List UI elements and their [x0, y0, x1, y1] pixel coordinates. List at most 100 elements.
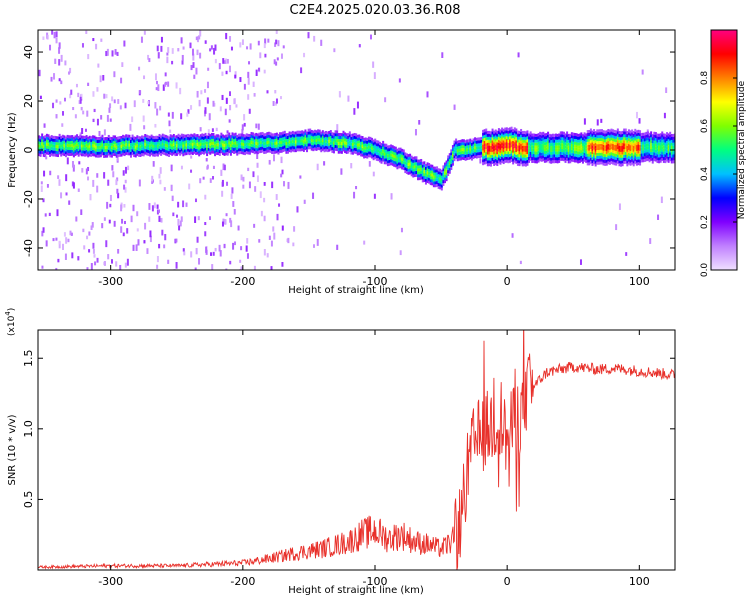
- heatmap-cell: [505, 153, 508, 157]
- heatmap-cell: [263, 139, 266, 143]
- heatmap-cell: [640, 159, 643, 163]
- heatmap-cell: [428, 163, 431, 167]
- heatmap-cell: [572, 144, 575, 148]
- heatmap-cell: [396, 166, 399, 170]
- heatmap-cell: [382, 152, 385, 156]
- heatmap-cell: [646, 134, 649, 138]
- heatmap-cell: [122, 149, 125, 153]
- heatmap-cell: [242, 184, 245, 189]
- heatmap-cell: [170, 184, 173, 192]
- heatmap-cell: [542, 149, 545, 153]
- heatmap-cell: [418, 171, 421, 175]
- heatmap-cell: [574, 133, 577, 137]
- heatmap-cell: [646, 154, 649, 158]
- heatmap-cell: [555, 151, 558, 155]
- heatmap-cell: [190, 142, 193, 146]
- heatmap-cell: [294, 149, 297, 153]
- heatmap-cell: [225, 213, 228, 217]
- heatmap-cell: [491, 128, 494, 132]
- heatmap-cell: [182, 138, 185, 142]
- heatmap-cell: [659, 145, 662, 149]
- heatmap-cell: [79, 134, 82, 138]
- heatmap-cell: [502, 158, 505, 162]
- heatmap-cell: [174, 141, 177, 145]
- heatmap-cell: [517, 52, 520, 58]
- heatmap-cell: [661, 157, 664, 161]
- heatmap-cell: [219, 250, 222, 257]
- heatmap-cell: [85, 143, 88, 147]
- heatmap-cell: [110, 139, 113, 143]
- heatmap-cell: [96, 139, 99, 143]
- heatmap-cell: [310, 129, 313, 133]
- heatmap-cell: [623, 157, 626, 161]
- heatmap-cell: [226, 145, 229, 149]
- heatmap-cell: [340, 150, 343, 154]
- heatmap-cell: [47, 140, 50, 144]
- heatmap-cell: [537, 141, 540, 145]
- heatmap-cell: [228, 144, 231, 148]
- heatmap-cell: [123, 147, 126, 151]
- heatmap-cell: [620, 157, 623, 161]
- heatmap-cell: [69, 93, 72, 99]
- heatmap-cell: [656, 148, 659, 152]
- heatmap-cell: [133, 154, 136, 158]
- heatmap-cell: [271, 181, 274, 189]
- heatmap-cell: [87, 82, 90, 87]
- heatmap-cell: [267, 131, 270, 135]
- heatmap-cell: [234, 147, 237, 151]
- heatmap-cell: [174, 153, 177, 157]
- heatmap-cell: [649, 238, 652, 244]
- heatmap-cell: [79, 149, 82, 153]
- heatmap-cell: [347, 144, 350, 148]
- heatmap-cell: [434, 175, 437, 179]
- heatmap-cell: [575, 153, 578, 157]
- heatmap-cell: [634, 161, 637, 165]
- heatmap-cell: [577, 157, 580, 161]
- heatmap-cell: [624, 146, 627, 150]
- heatmap-cell: [512, 155, 515, 159]
- heatmap-cell: [567, 133, 570, 137]
- heatmap-cell: [491, 137, 494, 141]
- heatmap-cell: [642, 144, 645, 148]
- heatmap-cell: [431, 173, 434, 177]
- heatmap-cell: [153, 202, 156, 209]
- heatmap-cell: [53, 31, 56, 39]
- heatmap-cell: [185, 146, 188, 150]
- heatmap-cell: [138, 66, 141, 71]
- heatmap-cell: [256, 133, 259, 137]
- heatmap-cell: [125, 140, 128, 144]
- heatmap-cell: [345, 139, 348, 143]
- heatmap-cell: [93, 150, 96, 154]
- heatmap-cell: [175, 149, 178, 153]
- heatmap-cell: [55, 144, 58, 148]
- heatmap-cell: [559, 154, 562, 158]
- heatmap-cell: [378, 156, 381, 160]
- heatmap-cell: [651, 134, 654, 138]
- heatmap-cell: [559, 131, 562, 135]
- heatmap-cell: [312, 133, 315, 137]
- heatmap-cell: [211, 264, 214, 270]
- heatmap-cell: [600, 143, 603, 147]
- heatmap-cell: [505, 159, 508, 163]
- heatmap-cell: [109, 154, 112, 158]
- heatmap-cell: [180, 113, 183, 120]
- heatmap-cell: [586, 130, 589, 134]
- snr-panel: -300 -200 -100 0 100 0.51.01.5 Height of str…: [4, 308, 676, 596]
- heatmap-cell: [542, 152, 545, 156]
- heatmap-cell: [643, 138, 646, 142]
- heatmap-cell: [623, 128, 626, 132]
- heatmap-cell: [540, 152, 543, 156]
- heatmap-cell: [266, 132, 269, 136]
- heatmap-cell: [545, 150, 548, 154]
- heatmap-cell: [588, 147, 591, 151]
- heatmap-cell: [524, 131, 527, 135]
- heatmap-cell: [70, 89, 73, 95]
- heatmap-cell: [561, 137, 564, 141]
- heatmap-cell: [410, 164, 413, 168]
- heatmap-cell: [232, 242, 235, 250]
- heatmap-cell: [64, 148, 67, 152]
- heatmap-cell: [610, 149, 613, 153]
- heatmap-cell: [260, 144, 263, 148]
- heatmap-cell: [588, 135, 591, 139]
- heatmap-cell: [521, 157, 524, 161]
